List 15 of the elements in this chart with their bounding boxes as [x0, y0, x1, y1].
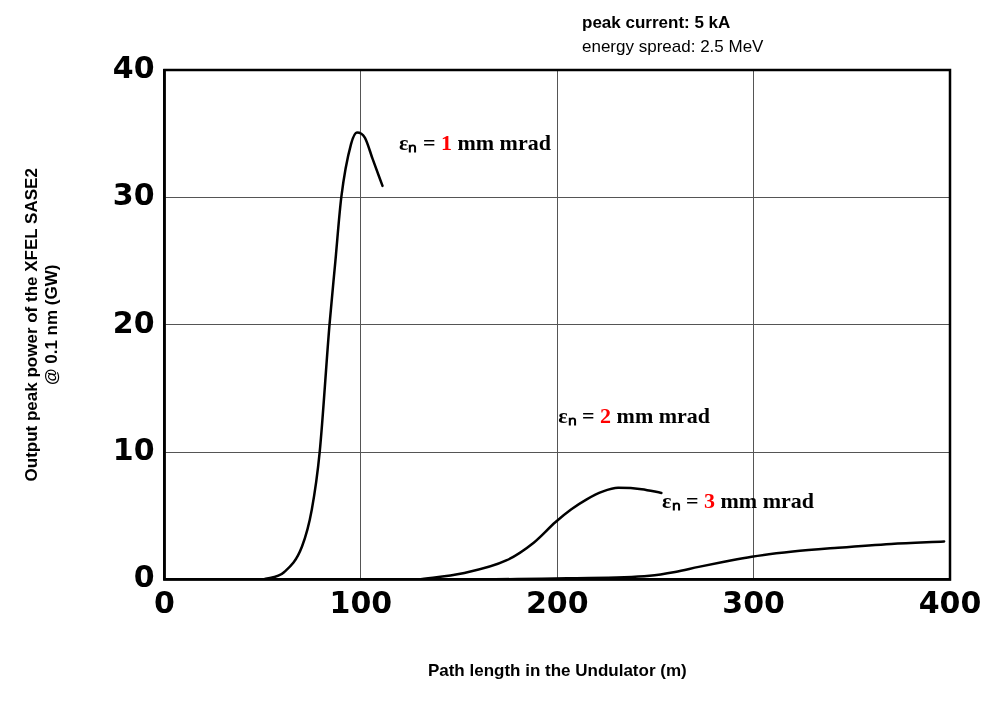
text: εₙ = 1 mm mrad	[398, 130, 551, 156]
y-axis-title: Output peak power of the XFEL SASE2 @ 0.1 nm (GW)	[21, 168, 62, 482]
text: peak current: 5 kA	[582, 13, 731, 32]
y-tick-label: 0	[133, 559, 155, 595]
x-tick-label: 400	[918, 585, 982, 621]
text: energy spread: 2.5 MeV	[582, 37, 765, 56]
text: εₙ = 2 mm mrad	[558, 402, 711, 428]
y-tick-label: 10	[112, 432, 155, 467]
x-axis-title: Path length in the Undulator (m)	[427, 661, 687, 681]
x-tick-label: 200	[525, 585, 589, 621]
y-tick-label: 20	[112, 304, 155, 340]
x-tick-label: 100	[329, 585, 393, 621]
y-tick-label: 30	[112, 177, 155, 213]
y-tick-label: 40	[112, 49, 155, 85]
x-tick-label: 300	[722, 585, 785, 621]
